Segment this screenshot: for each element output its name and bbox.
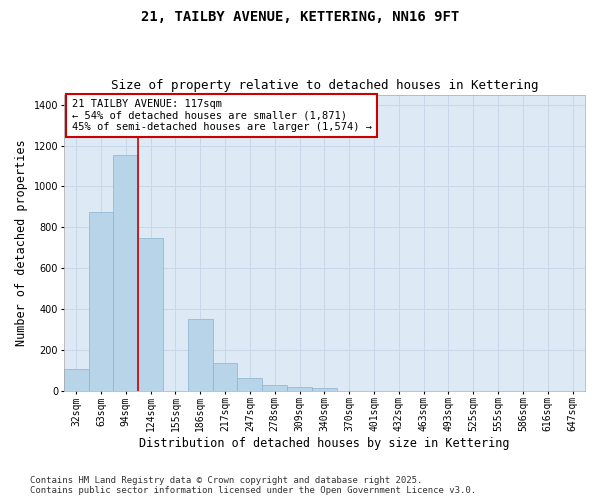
X-axis label: Distribution of detached houses by size in Kettering: Distribution of detached houses by size … bbox=[139, 437, 509, 450]
Title: Size of property relative to detached houses in Kettering: Size of property relative to detached ho… bbox=[110, 79, 538, 92]
Bar bbox=[238, 378, 262, 390]
Bar bbox=[312, 388, 337, 390]
Bar bbox=[188, 319, 212, 390]
Bar bbox=[113, 155, 138, 390]
Text: 21, TAILBY AVENUE, KETTERING, NN16 9FT: 21, TAILBY AVENUE, KETTERING, NN16 9FT bbox=[141, 10, 459, 24]
Bar bbox=[212, 363, 238, 390]
Text: 21 TAILBY AVENUE: 117sqm
← 54% of detached houses are smaller (1,871)
45% of sem: 21 TAILBY AVENUE: 117sqm ← 54% of detach… bbox=[71, 99, 371, 132]
Y-axis label: Number of detached properties: Number of detached properties bbox=[15, 140, 28, 346]
Bar bbox=[262, 384, 287, 390]
Bar bbox=[89, 212, 113, 390]
Bar bbox=[64, 369, 89, 390]
Bar bbox=[287, 386, 312, 390]
Bar bbox=[138, 238, 163, 390]
Text: Contains HM Land Registry data © Crown copyright and database right 2025.
Contai: Contains HM Land Registry data © Crown c… bbox=[30, 476, 476, 495]
